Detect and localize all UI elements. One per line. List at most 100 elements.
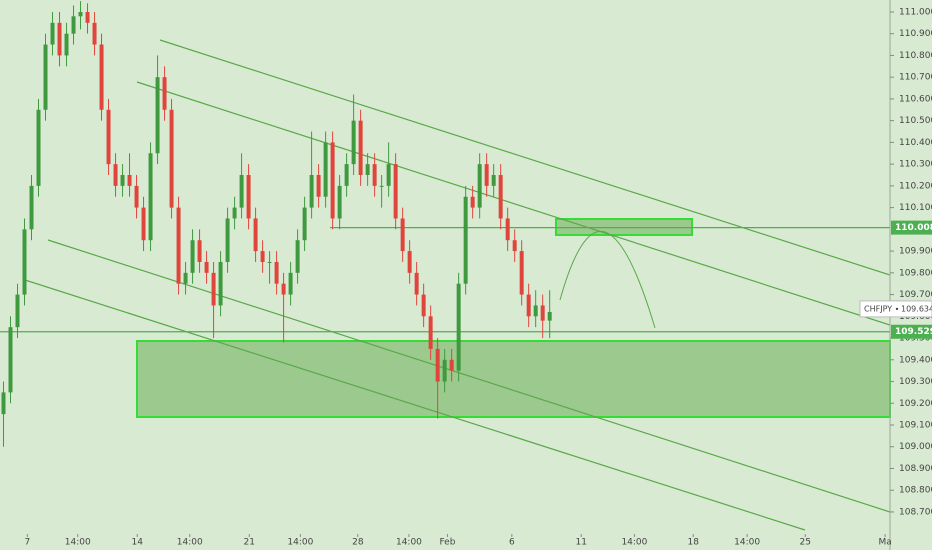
candle-body [330, 142, 335, 219]
candle-body [204, 261, 209, 273]
candle-body [120, 175, 125, 186]
candle-body [491, 175, 496, 186]
support-zone [136, 340, 891, 418]
candle-body [540, 305, 545, 321]
candle-body [1, 392, 6, 415]
candle-body [253, 218, 258, 252]
candle-body [449, 359, 454, 371]
candle-body [92, 22, 97, 45]
candle-body [85, 11, 90, 23]
candle-body [106, 109, 111, 165]
candle-body [246, 175, 251, 219]
last-price-dot [895, 307, 899, 311]
candle-body [407, 251, 412, 273]
candle-body [337, 185, 342, 219]
candle-body [393, 164, 398, 219]
plot-background [0, 0, 890, 550]
candle-body [379, 185, 384, 187]
candle-body [323, 142, 328, 197]
x-tick-label: 14:00 [287, 538, 313, 548]
candle-body [400, 218, 405, 252]
candle-body [8, 327, 13, 393]
candle-body [309, 175, 314, 208]
candle-body [316, 175, 321, 197]
y-tick-label: 111.000 [899, 7, 932, 17]
candle-body [267, 261, 272, 263]
candle-body [288, 272, 293, 295]
candle-body [176, 207, 181, 284]
y-tick-label: 110.400 [899, 138, 932, 148]
candle-body [456, 283, 461, 371]
price-label: 110.008 [895, 223, 932, 233]
candle-body [414, 272, 419, 295]
y-tick-label: 108.900 [899, 464, 932, 474]
candle-body [533, 305, 538, 317]
x-tick-label: Feb [439, 538, 455, 548]
candle-body [190, 240, 195, 273]
x-tick-label: 25 [800, 538, 811, 548]
candle-body [274, 261, 279, 284]
channel-line [24, 279, 806, 531]
x-tick-label: 18 [688, 538, 700, 548]
candle-body [302, 207, 307, 241]
candle-body [281, 283, 286, 295]
candle-body [50, 22, 55, 45]
candle-body [43, 44, 48, 110]
price-label-box [891, 220, 932, 235]
resistance-zone [555, 218, 693, 236]
candle-body [183, 272, 188, 284]
candle-body [295, 240, 300, 273]
candle-body [505, 218, 510, 241]
projection-arc [559, 230, 656, 329]
candle-body [498, 175, 503, 219]
candle-body [232, 207, 237, 219]
y-tick-label: 109.400 [899, 355, 932, 365]
x-tick-label: 6 [509, 538, 515, 548]
y-tick-label: 109.200 [899, 399, 932, 409]
y-tick-label: 109.000 [899, 442, 932, 452]
candle-body [365, 164, 370, 175]
candle-body [29, 185, 34, 230]
candle-body [36, 109, 41, 186]
y-tick-label: 110.600 [899, 94, 932, 104]
y-tick-label: 110.500 [899, 116, 932, 126]
x-tick-label: 7 [24, 538, 30, 548]
candle-body [71, 16, 76, 34]
candle-body [211, 272, 216, 306]
price-label: 109.529 [895, 327, 932, 337]
y-tick-label: 109.800 [899, 268, 932, 278]
candle-body [239, 175, 244, 208]
y-tick-label: 108.700 [899, 507, 932, 517]
x-tick-label: 14:00 [621, 538, 647, 548]
candle-body [78, 11, 83, 17]
y-tick-label: 110.900 [899, 29, 932, 39]
candle-body [428, 316, 433, 349]
candle-body [155, 77, 160, 154]
x-tick-label: 14:00 [734, 538, 760, 548]
candle-body [169, 109, 174, 208]
candle-body [260, 251, 265, 262]
channel-line [136, 81, 891, 326]
candle-body [148, 153, 153, 241]
candle-body [442, 359, 447, 382]
candle-body [512, 240, 517, 252]
candle-body [57, 22, 62, 56]
x-tick-label: 21 [244, 538, 255, 548]
candle-body [484, 164, 489, 186]
candle-body [225, 218, 230, 262]
y-tick-label: 109.100 [899, 421, 932, 431]
y-tick-label: 110.700 [899, 73, 932, 83]
candle-body [162, 77, 167, 110]
y-tick-label: 110.300 [899, 160, 932, 170]
x-tick-label: 11 [575, 538, 586, 548]
candle-body [547, 311, 552, 321]
candle-body [477, 164, 482, 208]
y-tick-label: 110.800 [899, 51, 932, 61]
x-tick-label: Ma [878, 538, 891, 548]
y-tick-label: 108.800 [899, 486, 932, 496]
last-price-symbol: CHFJPY [864, 304, 892, 313]
y-tick-label: 110.200 [899, 181, 932, 191]
y-tick-label: 109.300 [899, 377, 932, 387]
